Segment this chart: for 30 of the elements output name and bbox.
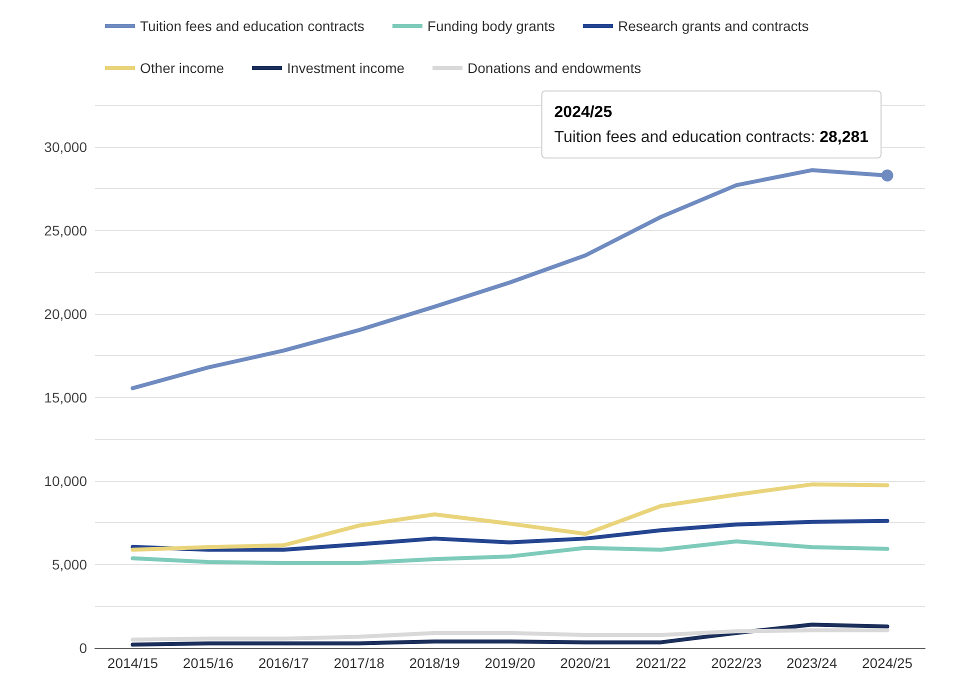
- x-tick-label: 2020/21: [560, 655, 611, 671]
- x-tick-label: 2017/18: [334, 655, 385, 671]
- y-tick-label: 25,000: [44, 222, 88, 238]
- x-tick-label: 2021/22: [636, 655, 686, 671]
- x-tick-label: 2014/15: [107, 655, 158, 671]
- x-tick-label: 2019/20: [484, 655, 536, 671]
- y-tick-label: 0: [79, 640, 88, 656]
- y-tick-label: 15,000: [44, 389, 88, 406]
- x-tick-label: 2023/24: [786, 655, 838, 671]
- legend-label: Investment income: [287, 60, 405, 76]
- legend-label: Tuition fees and education contracts: [140, 18, 364, 34]
- y-tick-label: 30,000: [44, 138, 88, 155]
- x-tick-label: 2022/23: [711, 655, 762, 671]
- line-series: [130, 518, 890, 552]
- line-series: [130, 628, 890, 642]
- x-tick-label: 2015/16: [182, 655, 234, 671]
- y-tick-label: 5,000: [52, 556, 88, 572]
- y-tick-label: 10,000: [44, 472, 88, 489]
- line-series: [130, 539, 890, 565]
- legend-label: Research grants and contracts: [618, 18, 809, 34]
- x-tick-label: 2018/19: [409, 655, 460, 671]
- x-tick-label: 2024/25: [862, 655, 913, 671]
- legend-label: Other income: [140, 60, 224, 76]
- line-series: [130, 482, 890, 552]
- annotation: 2024/25 Tuition fees and education contracts: 28,281: [554, 104, 869, 146]
- y-tick-label: 20,000: [44, 306, 88, 322]
- legend-label: Funding body grants: [427, 18, 556, 34]
- legend-label: Donations and endowments: [468, 60, 642, 76]
- line-series: [130, 622, 890, 647]
- x-tick-label: 2016/17: [258, 655, 310, 671]
